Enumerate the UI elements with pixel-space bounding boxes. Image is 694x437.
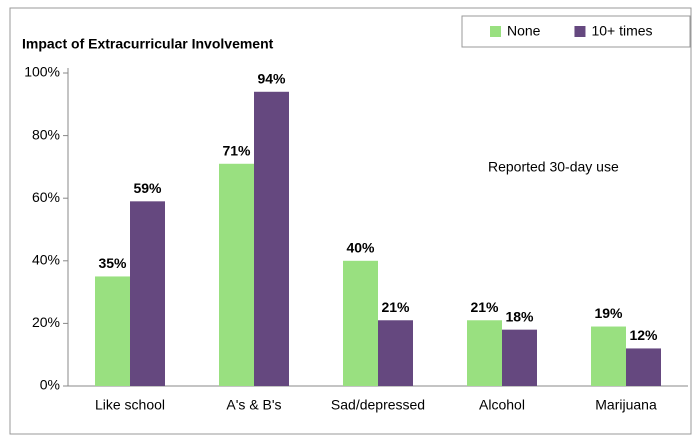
bar — [130, 201, 165, 386]
x-tick-label: Sad/depressed — [331, 397, 425, 413]
bar — [378, 320, 413, 386]
y-tick-label: 20% — [32, 314, 60, 330]
value-label: 35% — [98, 255, 127, 271]
value-label: 12% — [629, 327, 658, 343]
x-tick-label: Like school — [95, 397, 165, 413]
bar — [95, 276, 130, 386]
y-tick-label: 60% — [32, 189, 60, 205]
bar — [626, 348, 661, 386]
bar — [254, 91, 289, 386]
legend-swatch — [490, 26, 501, 37]
chart-title: Impact of Extracurricular Involvement — [22, 36, 274, 52]
value-label: 21% — [470, 299, 499, 315]
bar — [467, 320, 502, 386]
y-tick-label: 40% — [32, 252, 60, 268]
bar — [343, 260, 378, 386]
value-label: 21% — [381, 299, 410, 315]
value-label: 71% — [222, 142, 251, 158]
x-tick-label: Alcohol — [479, 397, 525, 413]
value-label: 40% — [346, 240, 375, 256]
y-tick-label: 100% — [24, 64, 60, 80]
bar — [219, 163, 254, 386]
bar — [591, 326, 626, 386]
value-label: 18% — [505, 308, 534, 324]
value-label: 94% — [257, 70, 286, 86]
annotation: Reported 30-day use — [488, 159, 619, 175]
legend-label: None — [507, 23, 541, 39]
y-tick-label: 80% — [32, 126, 60, 142]
x-tick-label: Marijuana — [595, 397, 657, 413]
x-tick-label: A's & B's — [226, 397, 281, 413]
legend-swatch — [574, 26, 586, 37]
y-tick-label: 0% — [40, 377, 60, 393]
chart-frame — [9, 7, 692, 435]
legend-label: 10+ times — [591, 23, 652, 39]
bar — [502, 329, 537, 386]
value-label: 59% — [133, 180, 162, 196]
value-label: 19% — [594, 305, 623, 321]
